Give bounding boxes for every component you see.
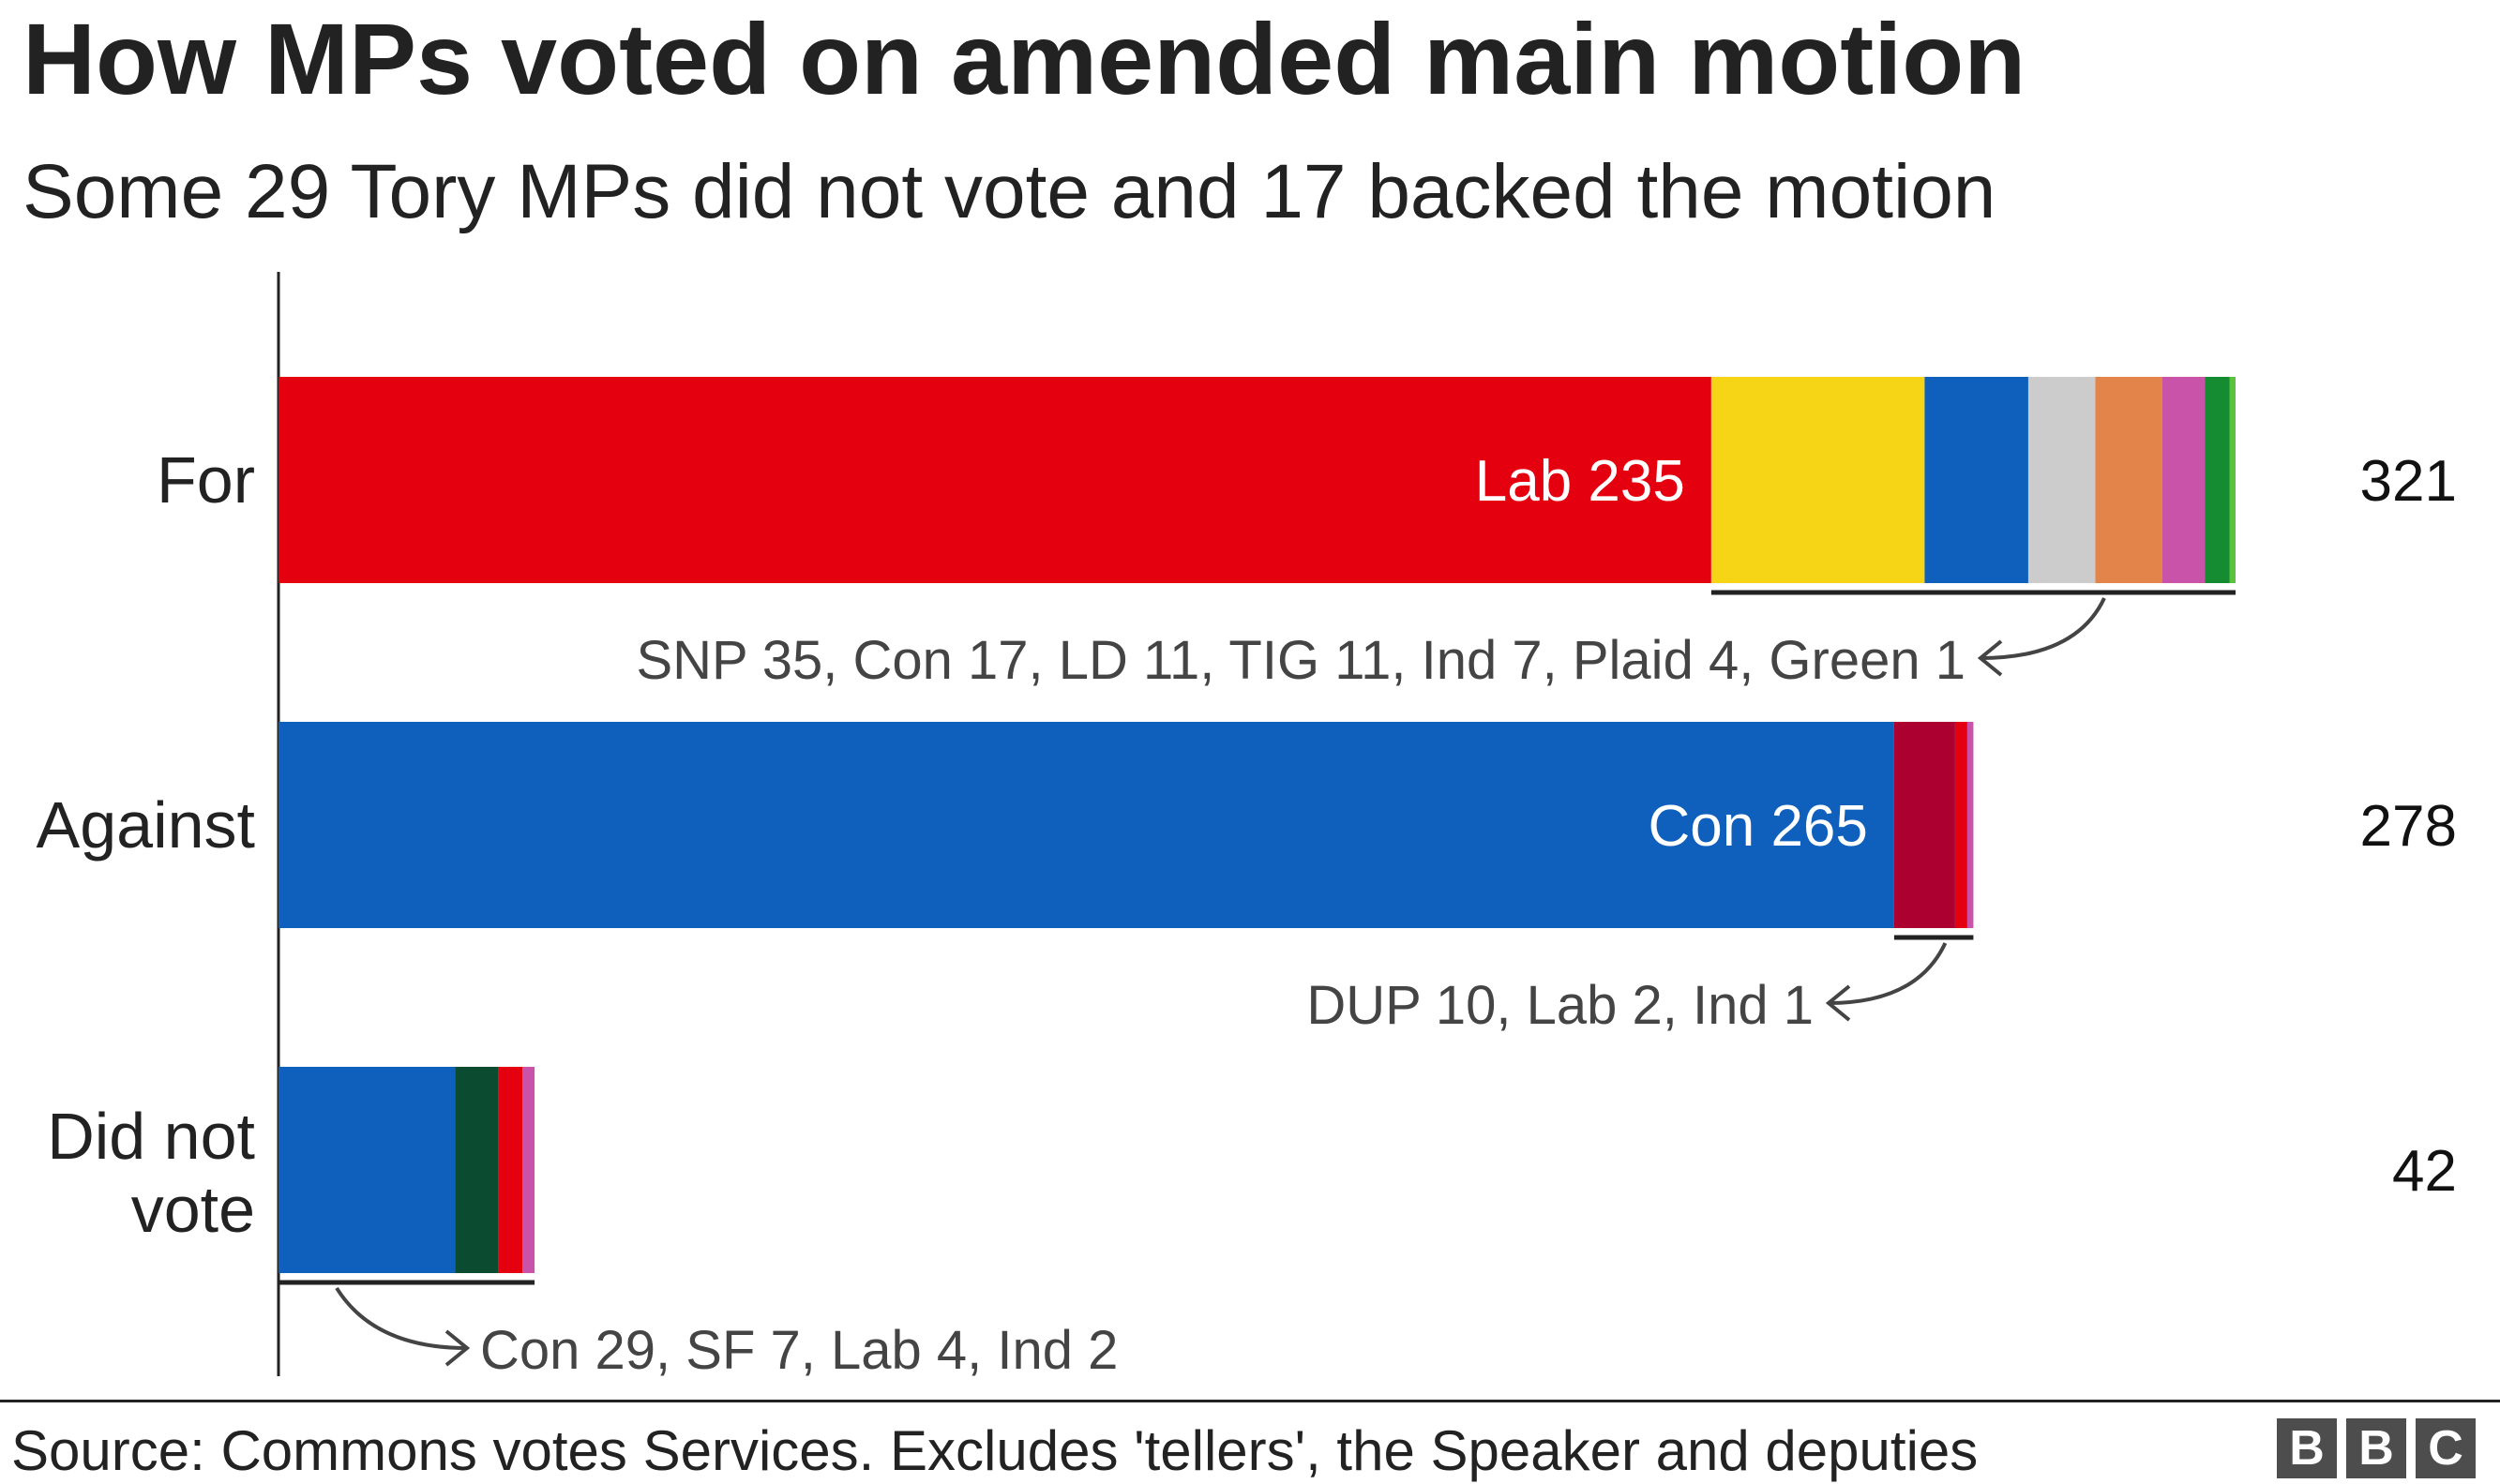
chart-subtitle: Some 29 Tory MPs did not vote and 17 bac… xyxy=(23,149,1996,234)
bar-segment-lab xyxy=(498,1067,523,1273)
source-note: Source: Commons votes Services. Excludes… xyxy=(11,1419,1979,1482)
footer: Source: Commons votes Services. Excludes… xyxy=(0,1400,2500,1484)
bar-segment-ld xyxy=(2027,377,2096,583)
bar-segment-ind xyxy=(1966,722,1974,928)
bbc-logo: B B C xyxy=(2277,1418,2476,1478)
bar-segment-lab xyxy=(1954,722,1967,928)
bar-segment-green xyxy=(2229,377,2236,583)
annotation-arrowhead xyxy=(1825,984,1851,1022)
bar-total-label: 321 xyxy=(2360,449,2457,514)
annotation-arrowhead xyxy=(444,1329,471,1367)
bar-segment-ind xyxy=(2161,377,2206,583)
category-label: Against xyxy=(37,788,255,862)
bar-segment-tig xyxy=(2095,377,2162,583)
bar-segment-plaid xyxy=(2205,377,2230,583)
bar-segment-lab xyxy=(279,377,1711,583)
bar-segment-dup xyxy=(1893,722,1955,928)
category-label: For xyxy=(157,443,255,517)
bbc-logo-letter: B xyxy=(2277,1418,2337,1478)
bar-segment-con xyxy=(1924,377,2028,583)
bar-segment-snp xyxy=(1710,377,1925,583)
bar-segment-sf xyxy=(455,1067,499,1273)
bar-segment-con xyxy=(279,1067,456,1273)
annotation-arrow xyxy=(1980,597,2106,660)
bar-total-label: 42 xyxy=(2392,1139,2457,1204)
bbc-logo-letter: C xyxy=(2416,1418,2476,1478)
annotation-arrow xyxy=(1828,942,1948,1005)
stacked-bar-chart: Lab 235 For 321 SNP 35, Con 17, LD 11, TIG … xyxy=(37,272,2457,1381)
footer-divider xyxy=(0,1400,2500,1402)
bar-main-label: Con 265 xyxy=(1648,794,1867,859)
chart-title: How MPs voted on amended main motion xyxy=(23,2,2026,115)
annotation-arrow xyxy=(335,1286,468,1350)
bbc-logo-letter: B xyxy=(2346,1418,2406,1478)
bar-annotation: DUP 10, Lab 2, Ind 1 xyxy=(1306,975,1814,1036)
bar-total-label: 278 xyxy=(2360,794,2457,859)
bar-annotation: Con 29, SF 7, Lab 4, Ind 2 xyxy=(480,1320,1118,1381)
bar-annotation: SNP 35, Con 17, LD 11, TIG 11, Ind 7, Pl… xyxy=(636,630,1965,691)
category-label: Did not xyxy=(47,1100,255,1173)
category-label: vote xyxy=(131,1173,255,1246)
annotation-arrowhead xyxy=(1977,639,2003,677)
bar-segment-con xyxy=(279,722,1894,928)
bar-main-label: Lab 235 xyxy=(1475,449,1685,514)
bar-segment-ind xyxy=(522,1067,535,1273)
